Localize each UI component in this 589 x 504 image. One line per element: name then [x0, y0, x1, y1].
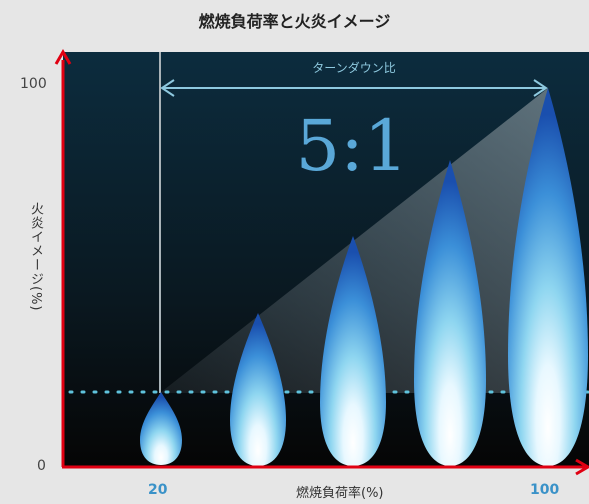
turndown-label: ターンダウン比 — [312, 60, 395, 75]
y-tick-100: 100 — [20, 76, 47, 92]
y-tick-0: 0 — [37, 458, 46, 474]
flame-80 — [414, 160, 486, 466]
flame-40 — [230, 313, 286, 466]
turndown-arrow — [160, 79, 548, 97]
y-axis — [54, 49, 72, 467]
flame-60 — [320, 236, 386, 466]
flame-100 — [508, 88, 588, 466]
x-tick-20: 20 — [148, 482, 168, 498]
x-tick-100: 100 — [530, 482, 560, 498]
turndown-ratio: 5:1 — [296, 105, 409, 187]
x-axis-label: 燃焼負荷率(%) — [296, 486, 384, 501]
x-axis — [62, 458, 589, 476]
figure-title: 燃焼負荷率と火炎イメージ — [198, 12, 391, 31]
flame-20 — [140, 392, 182, 465]
y-axis-label: 火炎イメージ(%) — [28, 202, 43, 312]
